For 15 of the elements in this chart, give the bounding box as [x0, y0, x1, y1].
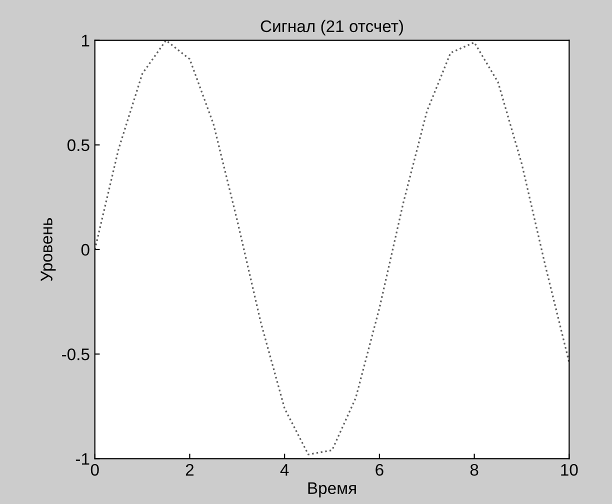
x-tick-label: 2: [186, 464, 194, 476]
line-series: [94, 40, 570, 456]
y-axis-title: Уровень: [40, 218, 56, 282]
x-tick-label: 4: [280, 464, 289, 476]
y-tick-label: -1: [76, 453, 90, 465]
x-tick-label: 0: [90, 464, 99, 476]
x-tick-label: 10: [561, 464, 578, 476]
y-tick-label: 0.5: [67, 139, 90, 152]
x-axis-title: Время: [308, 482, 356, 498]
y-tick-label: 1: [82, 34, 90, 46]
x-tick-label: 6: [376, 464, 384, 476]
x-tick-label: 8: [470, 464, 478, 476]
chart-title: Сигнал (21 отсчет): [260, 20, 403, 36]
y-tick-label: 0: [81, 244, 90, 256]
y-tick-label: -0.5: [62, 348, 90, 360]
